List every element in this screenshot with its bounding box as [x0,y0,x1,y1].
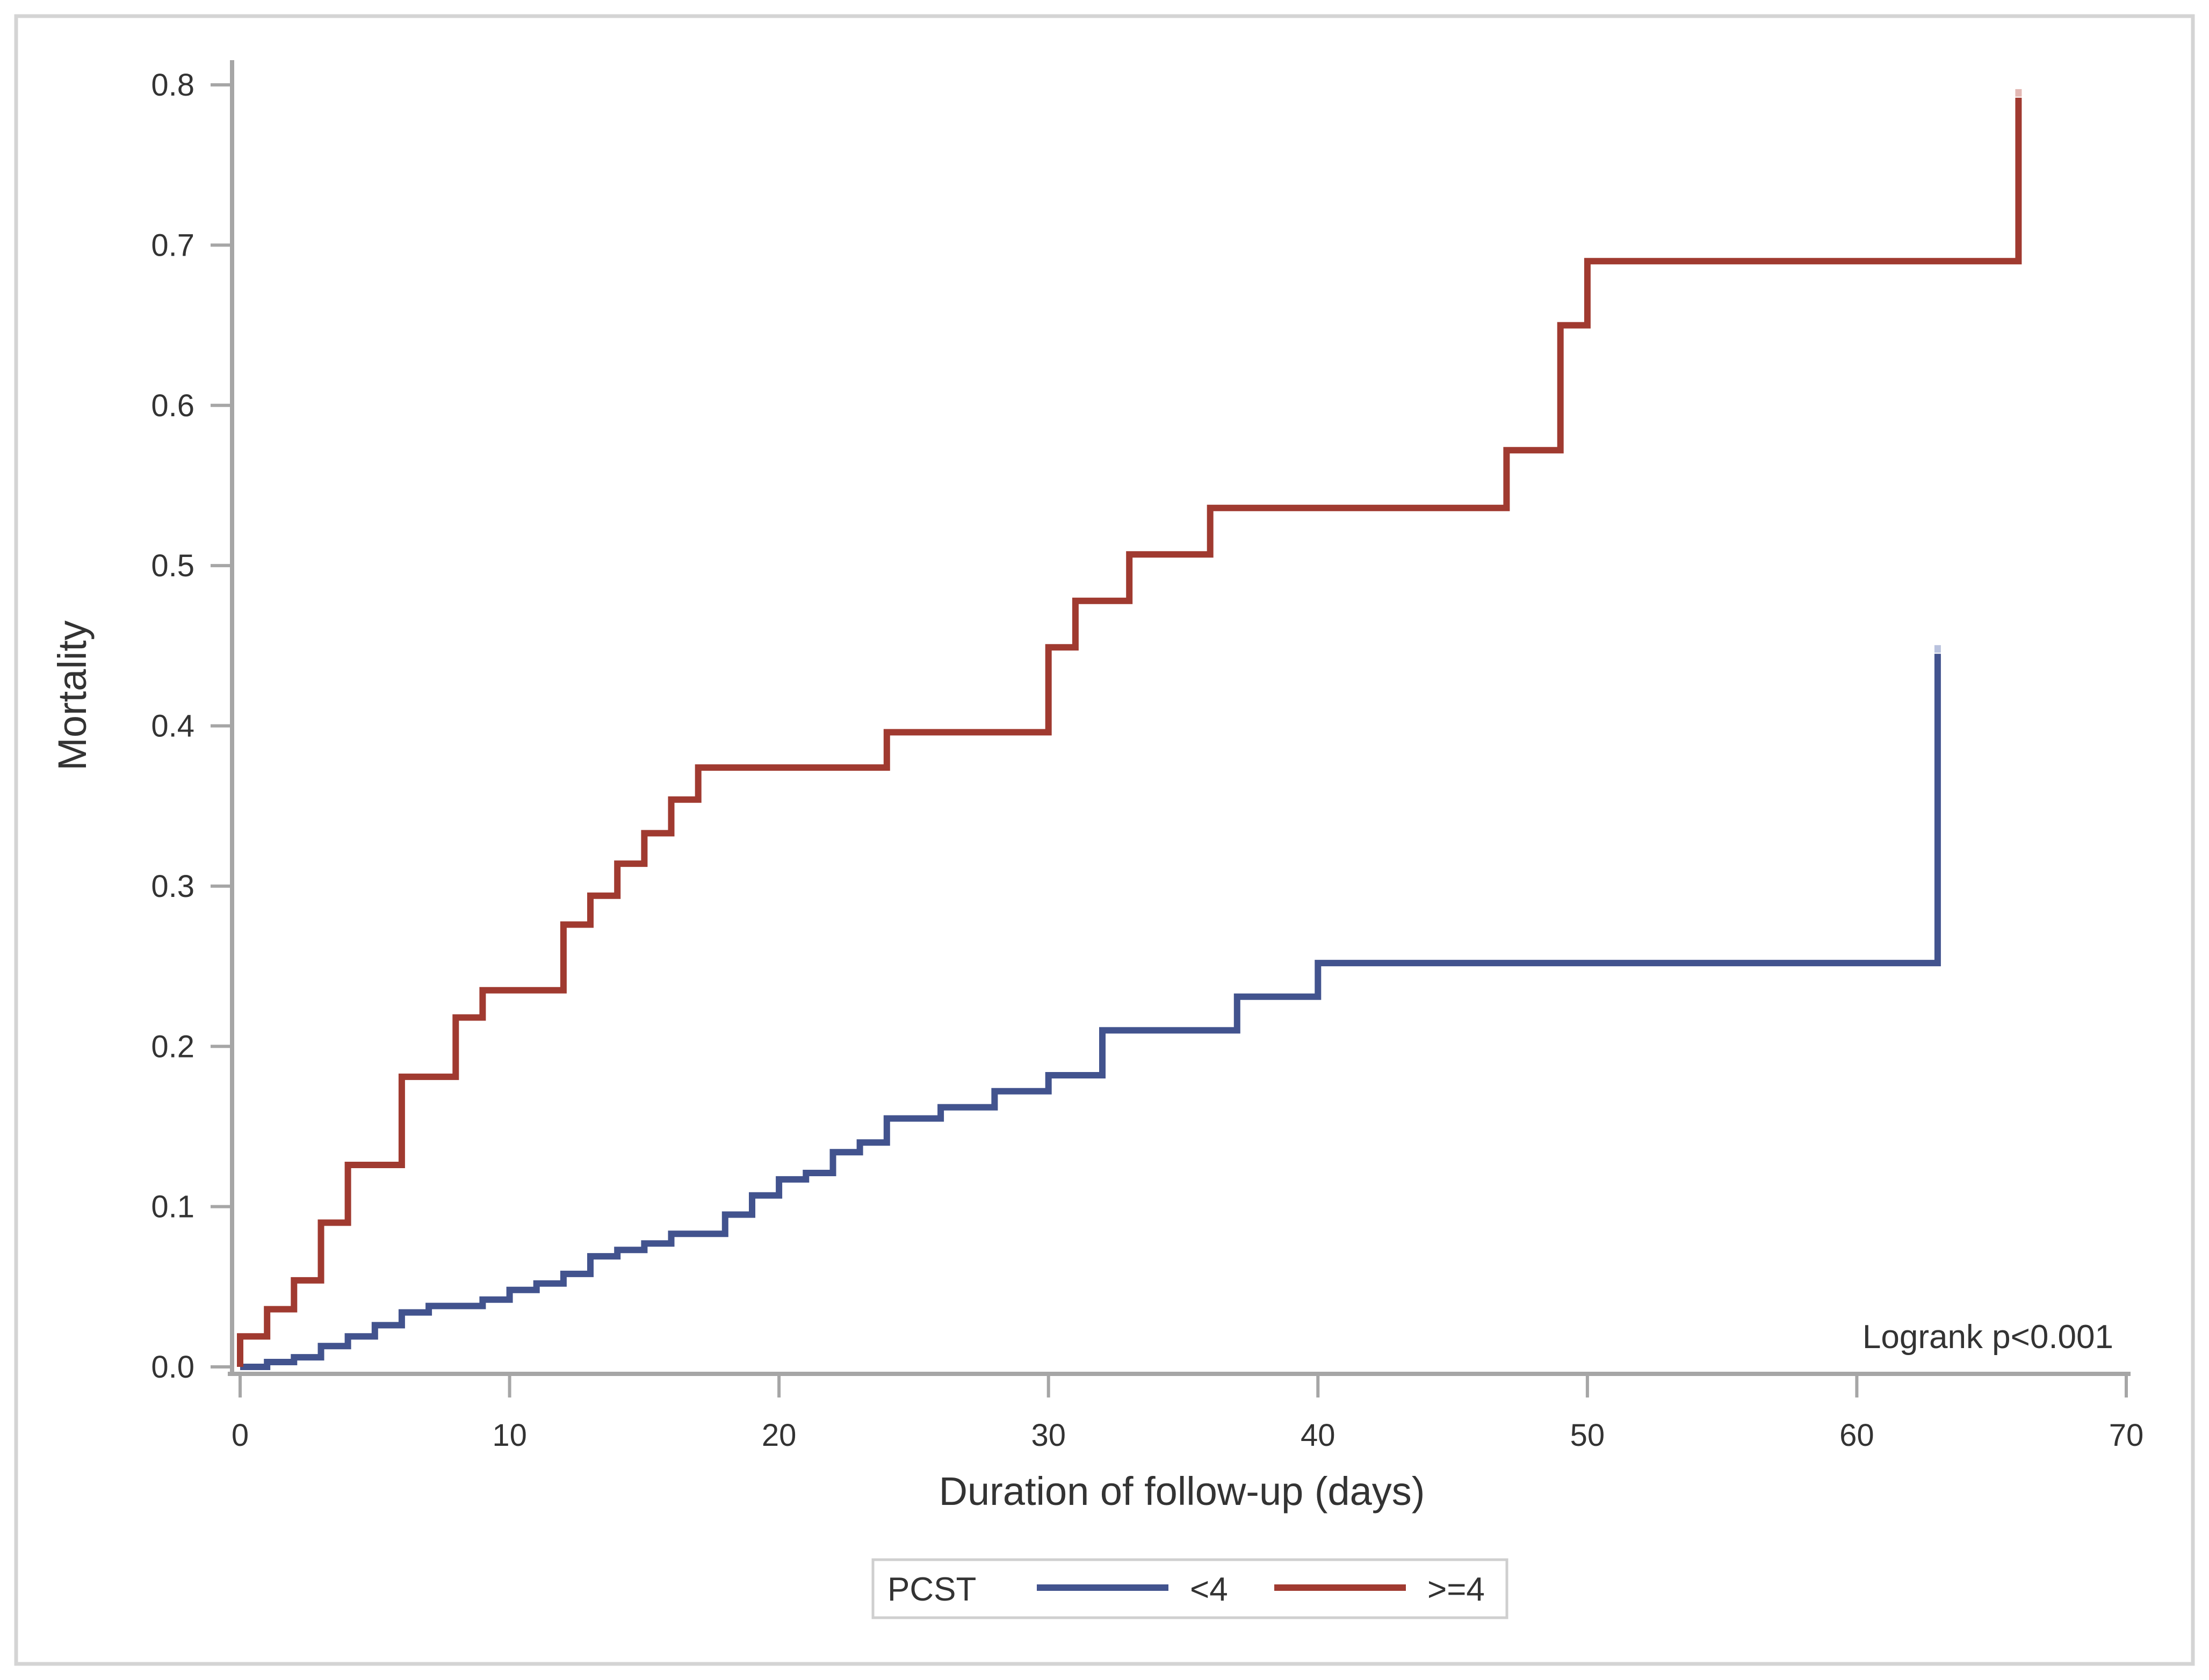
y-axis-title: Mortality [50,620,95,771]
legend-entry-label: <4 [1190,1571,1228,1608]
x-tick-label: 30 [1031,1418,1066,1453]
series-curves [237,89,2022,1370]
logrank-annotation: Logrank p<0.001 [1863,1319,2113,1356]
x-tick-label: 40 [1301,1418,1335,1453]
figure-border [14,14,2195,1666]
x-tick-label: 20 [762,1418,797,1453]
legend-title: PCST [887,1571,976,1608]
x-tick-label: 0 [232,1418,249,1453]
x-tick-label: 10 [492,1418,527,1453]
y-tick-label: 0.5 [151,548,194,583]
x-tick-label: 70 [2109,1418,2144,1453]
x-tick-label: 60 [1839,1418,1874,1453]
y-tick-label: 0.7 [151,228,194,263]
y-tick-label: 0.1 [151,1190,194,1225]
y-tick-label: 0.2 [151,1029,194,1064]
y-tick-label: 0.4 [151,709,194,744]
series-end-cap [2015,89,2022,97]
y-tick-label: 0.0 [151,1350,194,1385]
legend: PCST <4 >=4 [871,1558,1508,1619]
legend-entry-label: >=4 [1427,1571,1485,1608]
series-curve-4 [240,654,1941,1370]
axis-ticks: 0 10 20 30 40 50 60 70 0.0 0.1 0.2 0.3 0.4 0.5 0.6 0.7 0… [151,68,2143,1453]
series-curve-4 [237,97,2022,1367]
y-tick-label: 0.6 [151,388,194,423]
x-axis-title: Duration of follow-up (days) [939,1469,1425,1514]
y-tick-label: 0.3 [151,869,194,904]
y-tick-label: 0.8 [151,68,194,103]
series-end-cap [1934,645,1941,653]
x-tick-label: 50 [1570,1418,1605,1453]
